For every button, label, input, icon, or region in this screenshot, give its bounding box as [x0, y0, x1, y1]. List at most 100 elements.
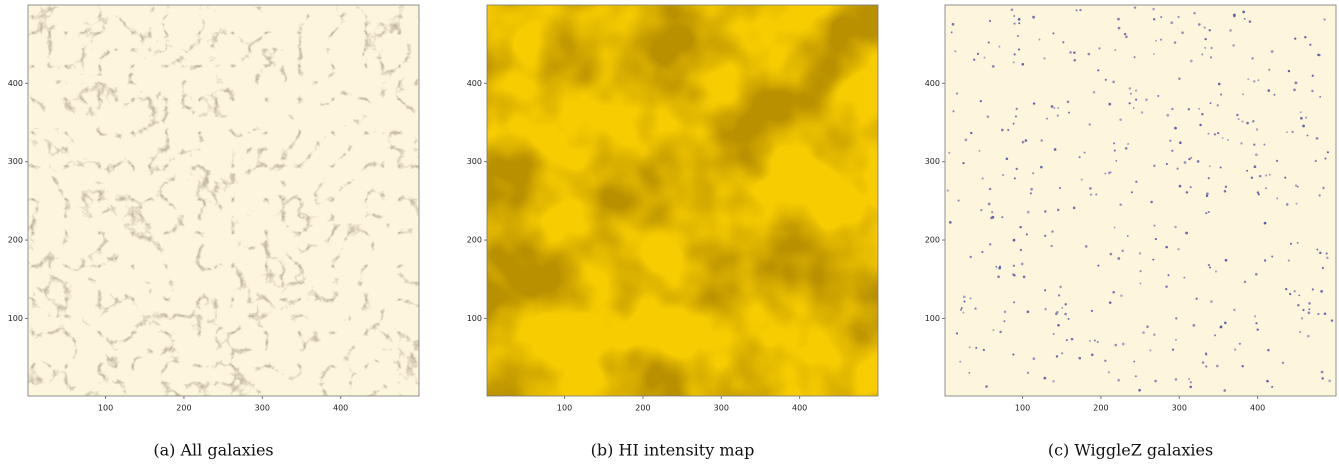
galaxy-dot — [1166, 113, 1170, 117]
y-tick-label: 100 — [925, 314, 940, 323]
galaxy-dot — [1221, 137, 1224, 140]
galaxy-dot — [1152, 7, 1155, 11]
galaxy-dot — [1065, 339, 1068, 342]
galaxy-dot — [981, 250, 984, 254]
galaxy-dot — [1154, 238, 1157, 241]
galaxy-dot — [1322, 186, 1325, 190]
galaxy-dot — [1188, 378, 1191, 381]
galaxy-dot — [1112, 80, 1116, 84]
galaxy-dot — [1189, 186, 1192, 189]
galaxy-dot — [1204, 37, 1207, 41]
galaxy-dot — [1016, 34, 1020, 38]
galaxy-dot — [1126, 235, 1129, 237]
galaxy-dot — [1185, 231, 1188, 235]
galaxy-dot — [1012, 122, 1015, 125]
galaxy-dot — [1214, 270, 1218, 273]
galaxy-dot — [1057, 294, 1061, 297]
galaxy-dot — [948, 151, 951, 154]
galaxy-dot — [964, 138, 968, 142]
x-tick-label: 100 — [1015, 404, 1030, 413]
galaxy-dot — [1003, 320, 1006, 323]
galaxy-dot — [998, 45, 1001, 48]
galaxy-dot — [1181, 31, 1184, 35]
galaxy-dot — [1246, 169, 1249, 172]
y-tick-label: 200 — [467, 236, 482, 245]
galaxy-dot — [1093, 339, 1096, 342]
galaxy-dot — [1189, 385, 1193, 389]
y-tick-label: 300 — [8, 157, 23, 166]
galaxy-dot — [962, 162, 965, 165]
galaxy-dot — [1319, 95, 1322, 98]
galaxy-dot — [1155, 39, 1157, 42]
galaxy-dot — [1062, 41, 1065, 44]
galaxy-dot — [1263, 143, 1266, 146]
y-tick-label: 400 — [925, 79, 940, 88]
galaxy-dot — [1005, 157, 1009, 161]
galaxy-dot — [1223, 190, 1227, 193]
galaxy-dot — [1165, 162, 1168, 166]
galaxy-dot — [1149, 349, 1152, 352]
galaxy-dot — [1267, 89, 1271, 92]
galaxy-dot — [1238, 342, 1241, 345]
galaxy-dot — [1252, 119, 1255, 123]
galaxy-dot — [1107, 371, 1110, 374]
galaxy-dot — [1224, 258, 1228, 262]
x-tick-label: 400 — [792, 404, 807, 413]
galaxy-dot — [987, 41, 990, 44]
galaxy-dot — [1291, 130, 1294, 133]
galaxy-dot — [1250, 176, 1254, 179]
galaxy-dot — [1271, 385, 1274, 388]
galaxy-dot — [1255, 128, 1259, 131]
galaxy-dot — [952, 110, 955, 113]
x-tick-label: 200 — [635, 404, 650, 413]
galaxy-dot — [1174, 225, 1177, 229]
galaxy-dot — [978, 149, 981, 152]
galaxy-dot — [1097, 264, 1100, 267]
y-tick-label: 300 — [467, 157, 482, 166]
galaxy-dot — [1012, 238, 1016, 242]
galaxy-dot — [1146, 325, 1149, 329]
galaxy-dot — [1043, 234, 1047, 238]
galaxy-dot — [1224, 185, 1228, 188]
galaxy-dot — [992, 216, 995, 219]
galaxy-dot — [1263, 259, 1267, 262]
galaxy-dot — [1030, 187, 1033, 191]
galaxy-dot — [1175, 317, 1178, 320]
galaxy-dot — [1109, 252, 1113, 256]
galaxy-dot — [1296, 303, 1300, 307]
galaxy-dot — [1243, 17, 1246, 20]
y-tick-label: 100 — [8, 314, 23, 323]
galaxy-dot — [1059, 285, 1062, 289]
galaxy-dot — [1160, 16, 1163, 19]
galaxy-dot — [1153, 164, 1156, 168]
x-tick-label: 200 — [1093, 404, 1108, 413]
galaxy-dot — [1022, 275, 1026, 279]
galaxy-dot — [1208, 266, 1211, 269]
galaxy-dot — [988, 187, 992, 191]
galaxy-dot — [1159, 38, 1163, 41]
galaxy-dot — [1254, 272, 1258, 276]
galaxy-dot — [1145, 98, 1148, 102]
image-texture — [28, 5, 419, 396]
galaxy-dot — [1236, 113, 1239, 117]
galaxy-dot — [1233, 348, 1237, 351]
galaxy-dot — [1300, 317, 1304, 320]
galaxy-dot — [1217, 132, 1220, 135]
galaxy-dot — [1311, 74, 1314, 77]
x-tick-label: 300 — [1172, 404, 1187, 413]
galaxy-dot — [1240, 142, 1243, 145]
galaxy-dot — [1320, 370, 1324, 374]
galaxy-dot — [988, 19, 991, 22]
galaxy-dot — [1152, 258, 1155, 261]
galaxy-dot — [1018, 22, 1021, 25]
galaxy-dot — [1169, 139, 1172, 142]
galaxy-dot — [1307, 311, 1311, 315]
galaxy-dot — [992, 329, 995, 331]
galaxy-dot — [1119, 203, 1122, 206]
galaxy-dot — [1233, 308, 1236, 312]
galaxy-dot — [1263, 221, 1267, 225]
galaxy-dot — [1003, 310, 1007, 314]
caption: (b) HI intensity map — [591, 441, 755, 460]
galaxy-dot — [1138, 388, 1141, 392]
